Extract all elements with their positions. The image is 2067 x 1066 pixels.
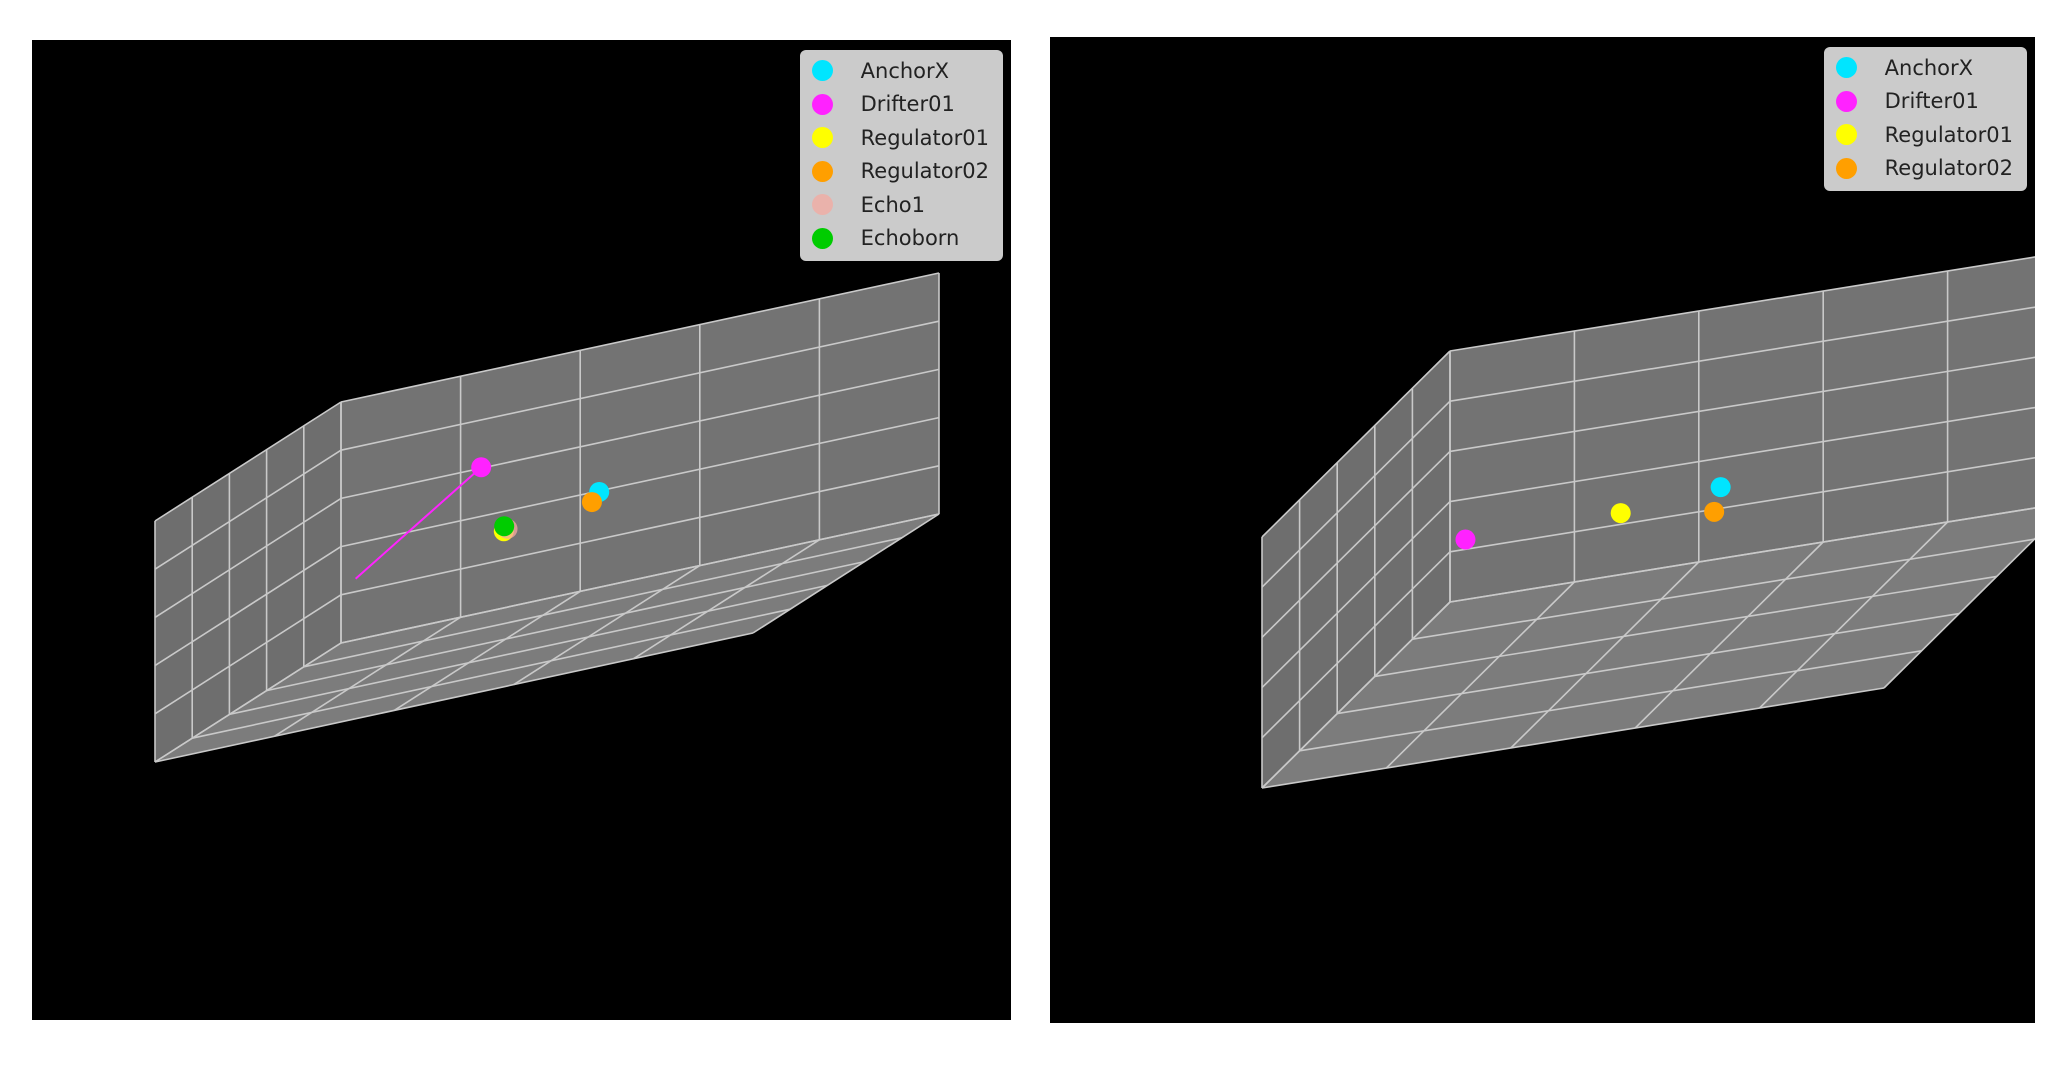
gridline [266,560,865,692]
gridline [1261,601,1451,789]
gridline [1261,687,1885,789]
data-point [494,516,515,537]
legend-label: Echoborn [860,226,960,251]
floor-pane [1262,507,2035,788]
gridline [154,545,342,667]
gridline [1261,551,1451,739]
legend-marker [811,227,833,249]
gridline [1385,581,1575,769]
legend-label: Regulator01 [1884,122,2013,147]
gridline [1299,650,1922,752]
legend-item: Regulator01 [811,121,989,155]
gridline [154,497,342,619]
scatter3d-panel-left: AnchorX Drifter01 Regulator01 Regulator0… [32,40,1011,1020]
gridline [1449,356,2035,453]
legend-marker [1835,157,1857,179]
gridline [632,539,820,660]
legend-marker [1835,57,1857,79]
legend-marker [1835,124,1857,146]
gridline [1374,575,1997,678]
gridline [1449,456,2035,553]
gridline [229,584,828,716]
gridline [1412,538,2035,640]
gridline [340,465,940,596]
plot-area-left[interactable] [32,40,1011,1020]
gridline [1883,537,2035,689]
gridline [1759,521,1949,709]
legend-item: Regulator02 [1835,152,2013,186]
gridline [752,513,940,634]
gridline [1449,306,2035,402]
legend-left: AnchorX Drifter01 Regulator01 Regulator0… [799,50,1003,261]
data-point [1455,529,1476,550]
gridline [340,320,940,451]
legend-label: Echo1 [860,192,925,217]
legend-label: Drifter01 [1884,89,1979,114]
legend-item: Drifter01 [1835,85,2013,119]
data-point [581,492,602,513]
legend-label: Regulator02 [860,159,989,184]
gridline [1634,541,1824,729]
legend-label: Drifter01 [860,92,955,117]
gridline [1261,350,1451,538]
legend-marker [811,93,833,115]
legend-item: Echoborn [811,222,989,256]
gridline [1337,612,1960,715]
gridline [154,449,342,570]
legend-item: Regulator01 [1835,118,2013,152]
gridline [1449,256,2035,352]
gridline [274,616,462,737]
gridline [154,642,342,763]
gridline [1261,450,1451,638]
gridline [340,416,940,548]
legend-marker [1835,90,1857,112]
data-point [1710,477,1731,498]
gridline [154,594,342,715]
side-pane [1262,351,1450,788]
legend-marker [811,60,833,82]
gridline [1449,406,2035,503]
gridline [340,513,940,644]
legend-item: Echo1 [811,188,989,222]
legend-item: Drifter01 [811,88,989,122]
legend-item: AnchorX [1835,51,2013,85]
data-point [471,457,492,478]
gridline [154,401,342,522]
gridline [1261,501,1451,689]
gridline [393,590,581,712]
legend-right: AnchorX Drifter01 Regulator01 Regulator0… [1823,47,2027,191]
gridline [340,368,940,500]
legend-marker [811,127,833,149]
back-pane [341,273,939,643]
gridline [192,608,791,739]
legend-label: AnchorX [860,58,950,83]
gridline [1510,561,1700,749]
legend-marker [811,194,833,216]
gridline [1261,400,1451,588]
legend-item: Regulator02 [811,155,989,189]
legend-item: AnchorX [811,54,989,88]
gridline [154,632,754,763]
plot-area-right[interactable] [1050,37,2035,1023]
data-point [1610,503,1631,524]
floor-pane [155,514,939,762]
gridline [303,537,902,668]
legend-label: AnchorX [1884,55,1974,80]
data-point [1704,501,1725,522]
gridline [340,272,940,403]
scatter3d-panel-right: AnchorX Drifter01 Regulator01 Regulator0… [1050,37,2035,1023]
back-pane [1450,256,2035,602]
legend-label: Regulator02 [1884,156,2013,181]
trajectory-line [354,466,482,580]
gridline [1449,507,2035,603]
legend-marker [811,160,833,182]
legend-label: Regulator01 [860,125,989,150]
gridline [513,564,701,686]
